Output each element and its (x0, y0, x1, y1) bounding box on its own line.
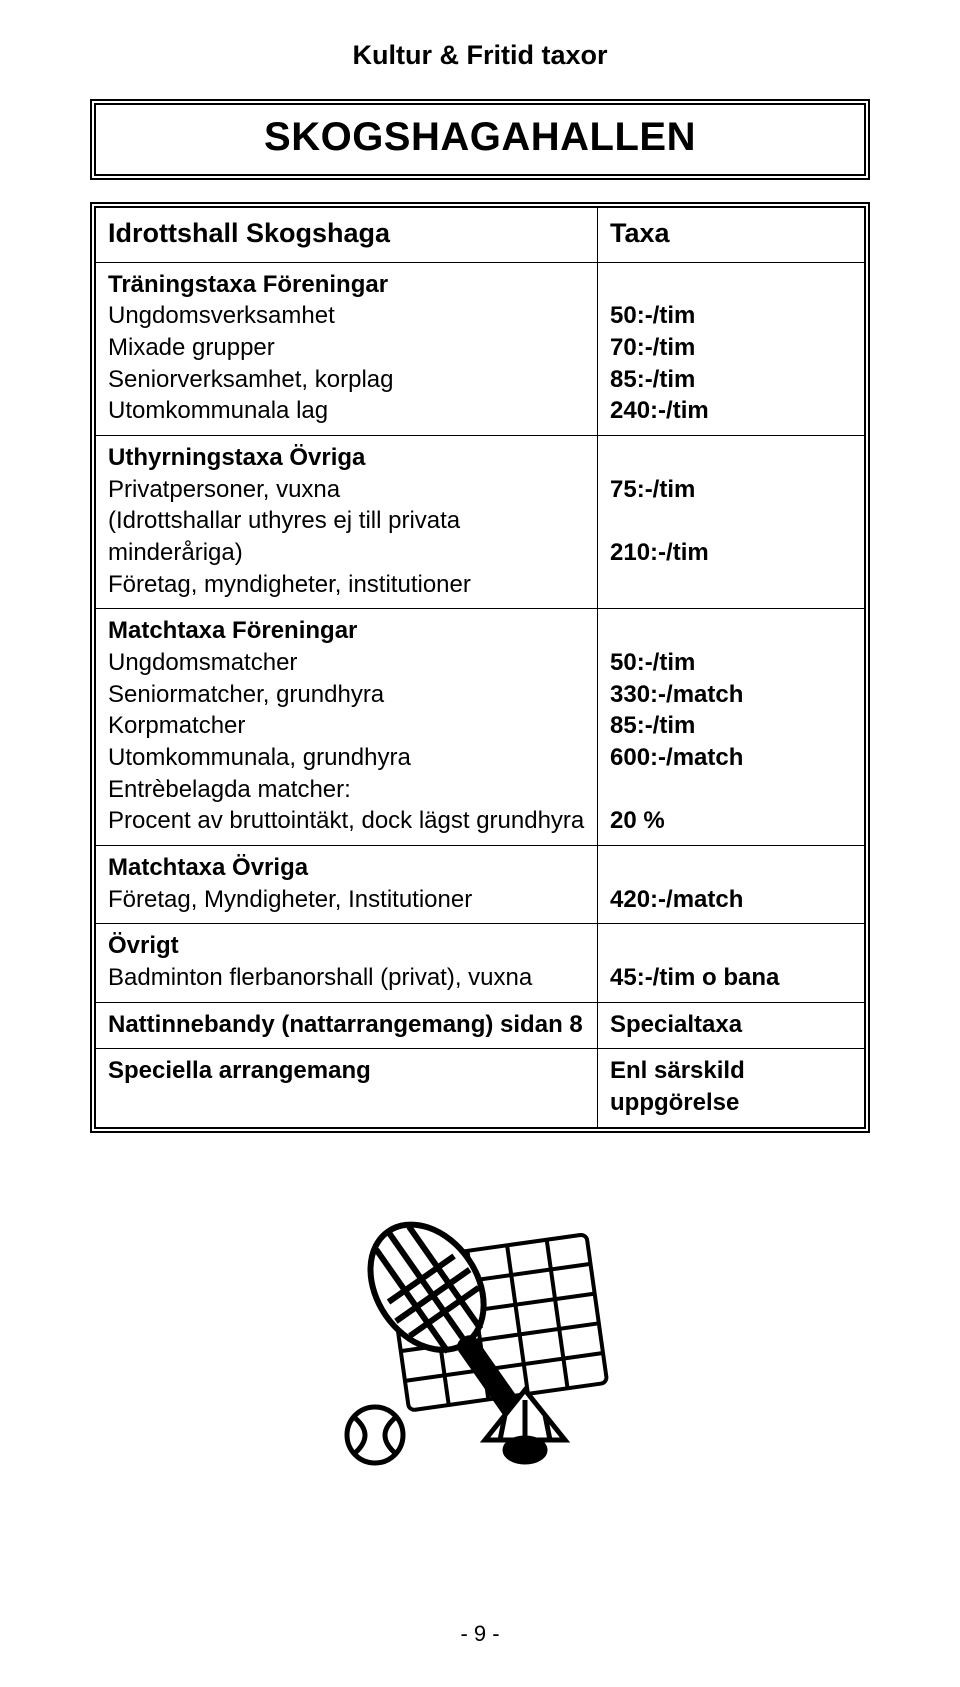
line: Enl särskild uppgörelse (610, 1055, 854, 1118)
cell-left: Uthyrningstaxa Övriga Privatpersoner, vu… (96, 436, 598, 608)
table-row: Matchtaxa Föreningar Ungdomsmatcher Seni… (96, 608, 864, 845)
line: Ungdomsmatcher (108, 647, 587, 679)
line: Korpmatcher (108, 710, 587, 742)
cell-right: Specialtaxa (598, 1003, 864, 1049)
table-head-left: Idrottshall Skogshaga (96, 208, 598, 262)
line: Privatpersoner, vuxna (108, 474, 587, 506)
line: Specialtaxa (610, 1009, 854, 1041)
cell-left: Träningstaxa Föreningar Ungdomsverksamhe… (96, 263, 598, 435)
line: Träningstaxa Föreningar (108, 269, 587, 301)
cell-right: 50:-/tim 330:-/match 85:-/tim 600:-/matc… (598, 609, 864, 845)
line: 50:-/tim (610, 647, 854, 679)
line (610, 269, 854, 301)
line: Övrigt (108, 930, 587, 962)
line: Utomkommunala, grundhyra (108, 742, 587, 774)
line: Företag, Myndigheter, Institutioner (108, 884, 587, 916)
table-head-row: Idrottshall Skogshaga Taxa (96, 208, 864, 262)
line: 600:-/match (610, 742, 854, 774)
line: 210:-/tim (610, 537, 854, 569)
page-header-title: Kultur & Fritid taxor (90, 40, 870, 71)
cell-left: Övrigt Badminton flerbanorshall (privat)… (96, 924, 598, 1001)
cell-right: 50:-/tim 70:-/tim 85:-/tim 240:-/tim (598, 263, 864, 435)
line: 45:-/tim o bana (610, 962, 854, 994)
table-row: Övrigt Badminton flerbanorshall (privat)… (96, 923, 864, 1001)
cell-left: Matchtaxa Föreningar Ungdomsmatcher Seni… (96, 609, 598, 845)
cell-right: 75:-/tim 210:-/tim (598, 436, 864, 608)
pricing-table: Idrottshall Skogshaga Taxa Träningstaxa … (90, 202, 870, 1133)
table-row: Speciella arrangemang Enl särskild uppgö… (96, 1048, 864, 1126)
cell-left: Matchtaxa Övriga Företag, Myndigheter, I… (96, 846, 598, 923)
cell-right: 45:-/tim o bana (598, 924, 864, 1001)
line: Entrèbelagda matcher: (108, 774, 587, 806)
page: Kultur & Fritid taxor SKOGSHAGAHALLEN Id… (0, 0, 960, 1687)
line: 70:-/tim (610, 332, 854, 364)
line: Badminton flerbanorshall (privat), vuxna (108, 962, 587, 994)
table-row: Matchtaxa Övriga Företag, Myndigheter, I… (96, 845, 864, 923)
line (610, 615, 854, 647)
line: Speciella arrangemang (108, 1055, 587, 1087)
line: Uthyrningstaxa Övriga (108, 442, 587, 474)
line: 20 % (610, 805, 854, 837)
line: Seniormatcher, grundhyra (108, 679, 587, 711)
line: Nattinnebandy (nattarrangemang) sidan 8 (108, 1009, 587, 1041)
line: Företag, myndigheter, institutioner (108, 569, 587, 601)
line: Matchtaxa Övriga (108, 852, 587, 884)
line: Seniorverksamhet, korplag (108, 364, 587, 396)
line: (Idrottshallar uthyres ej till privata m… (108, 505, 587, 568)
line: Matchtaxa Föreningar (108, 615, 587, 647)
line: Procent av bruttointäkt, dock lägst grun… (108, 805, 587, 837)
cell-left: Nattinnebandy (nattarrangemang) sidan 8 (96, 1003, 598, 1049)
line: Ungdomsverksamhet (108, 300, 587, 332)
line (610, 774, 854, 806)
line (610, 505, 854, 537)
line (610, 442, 854, 474)
line: Mixade grupper (108, 332, 587, 364)
line (610, 930, 854, 962)
cell-right: 420:-/match (598, 846, 864, 923)
line: 85:-/tim (610, 364, 854, 396)
line: 75:-/tim (610, 474, 854, 506)
sports-equipment-icon (330, 1210, 630, 1475)
title-box: SKOGSHAGAHALLEN (90, 99, 870, 180)
cell-left: Speciella arrangemang (96, 1049, 598, 1126)
line: 240:-/tim (610, 395, 854, 427)
table-row: Uthyrningstaxa Övriga Privatpersoner, vu… (96, 435, 864, 608)
line (610, 852, 854, 884)
line: 330:-/match (610, 679, 854, 711)
cell-right: Enl särskild uppgörelse (598, 1049, 864, 1126)
table-row: Nattinnebandy (nattarrangemang) sidan 8 … (96, 1002, 864, 1049)
line: Utomkommunala lag (108, 395, 587, 427)
line: 50:-/tim (610, 300, 854, 332)
line: 420:-/match (610, 884, 854, 916)
line: 85:-/tim (610, 710, 854, 742)
table-row: Träningstaxa Föreningar Ungdomsverksamhe… (96, 262, 864, 435)
table-head-right: Taxa (598, 208, 864, 262)
title-box-text: SKOGSHAGAHALLEN (264, 115, 696, 159)
page-number: - 9 - (0, 1621, 960, 1647)
